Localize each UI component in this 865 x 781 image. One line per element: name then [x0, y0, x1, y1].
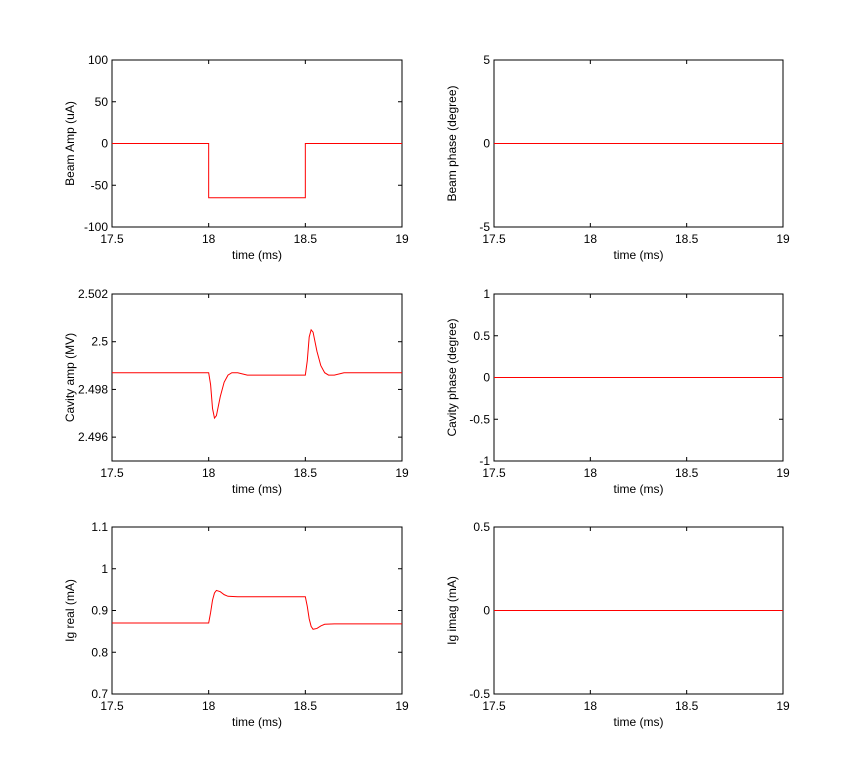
x-tick-label: 18	[202, 232, 216, 246]
x-tick-label: 18.5	[675, 699, 699, 713]
axes-frame	[111, 526, 403, 695]
x-tick-label: 17.5	[100, 232, 124, 246]
y-tick-label: 0.9	[91, 604, 108, 618]
y-tick-label: -0.5	[469, 412, 490, 426]
y-tick-label: 100	[88, 53, 108, 67]
y-axis-label: Ig imag (mA)	[445, 576, 459, 645]
x-tick-label: 17.5	[482, 466, 506, 480]
y-tick-label: 2.502	[78, 287, 108, 301]
y-tick-label: 1	[483, 287, 490, 301]
x-tick-label: 19	[776, 466, 790, 480]
x-tick-label: 18	[584, 699, 598, 713]
y-tick-label: 0	[483, 604, 490, 618]
y-axis-label: Cavity amp (MV)	[63, 333, 77, 422]
y-tick-label: 0.8	[91, 645, 108, 659]
x-axis-label: time (ms)	[232, 715, 282, 729]
subplot-2: 17.5 18 18.5 19 -5 0 5 time (ms) Beam phase (deg…	[445, 53, 790, 262]
subplot-1: 17.5 18 18.5 19 -100 -50 0 50 100 time (ms) Beam A…	[63, 53, 409, 262]
y-tick-label: 0.5	[473, 520, 490, 534]
x-tick-label: 18	[584, 232, 598, 246]
x-tick-label: 17.5	[100, 699, 124, 713]
x-tick-label: 18.5	[294, 699, 318, 713]
y-axis-label: Beam Amp (uA)	[63, 101, 77, 186]
y-tick-label: -0.5	[469, 687, 490, 701]
subplot-3: 17.5 18 18.5 19 2.496 2.498 2.5 2.502 time (ms) C…	[63, 287, 409, 496]
series-line	[112, 328, 402, 420]
y-axis-label: Cavity phase (degree)	[445, 318, 459, 436]
series-line	[112, 589, 402, 630]
y-tick-label: 0	[101, 137, 108, 151]
subplot-6: 17.5 18 18.5 19 -0.5 0 0.5 time (ms) Ig imag (mA…	[445, 520, 790, 729]
y-tick-label: 0.5	[473, 329, 490, 343]
y-tick-label: -100	[84, 220, 108, 234]
x-axis-label: time (ms)	[232, 482, 282, 496]
y-tick-label: 5	[483, 53, 490, 67]
x-axis-label: time (ms)	[614, 248, 664, 262]
y-tick-label: -50	[91, 178, 109, 192]
x-tick-label: 17.5	[100, 466, 124, 480]
y-tick-label: -1	[479, 454, 490, 468]
subplot-5: 17.5 18 18.5 19 0.7 0.8 0.9 1 1.1 time (ms) Ig rea…	[63, 520, 409, 729]
subplot-4: 17.5 18 18.5 19 -1 -0.5 0 0.5 1 time (ms) Cavity p…	[445, 287, 790, 496]
x-tick-label: 17.5	[482, 699, 506, 713]
y-tick-label: 2.498	[78, 382, 108, 396]
x-tick-label: 19	[395, 466, 409, 480]
y-axis-label: Beam phase (degree)	[445, 85, 459, 201]
y-tick-label: 0.7	[91, 687, 108, 701]
x-tick-label: 18	[584, 466, 598, 480]
axes-frame	[111, 293, 403, 462]
x-tick-label: 19	[776, 232, 790, 246]
y-tick-label: 2.5	[91, 335, 108, 349]
x-tick-label: 18.5	[294, 232, 318, 246]
series-line	[112, 143, 402, 199]
x-tick-label: 18	[202, 699, 216, 713]
y-tick-label: 2.496	[78, 430, 108, 444]
y-axis-label: Ig real (mA)	[63, 579, 77, 642]
x-tick-label: 19	[395, 699, 409, 713]
x-tick-label: 19	[776, 699, 790, 713]
x-tick-label: 18.5	[675, 466, 699, 480]
x-tick-label: 18.5	[675, 232, 699, 246]
x-axis-label: time (ms)	[232, 248, 282, 262]
x-axis-label: time (ms)	[614, 715, 664, 729]
x-tick-label: 18	[202, 466, 216, 480]
y-tick-label: 1	[101, 562, 108, 576]
y-tick-label: 1.1	[91, 520, 108, 534]
x-tick-label: 17.5	[482, 232, 506, 246]
x-axis-label: time (ms)	[614, 482, 664, 496]
x-tick-label: 19	[395, 232, 409, 246]
y-tick-label: -5	[479, 220, 490, 234]
x-tick-label: 18.5	[294, 466, 318, 480]
y-tick-label: 50	[95, 95, 109, 109]
y-tick-label: 0	[483, 137, 490, 151]
y-tick-label: 0	[483, 371, 490, 385]
